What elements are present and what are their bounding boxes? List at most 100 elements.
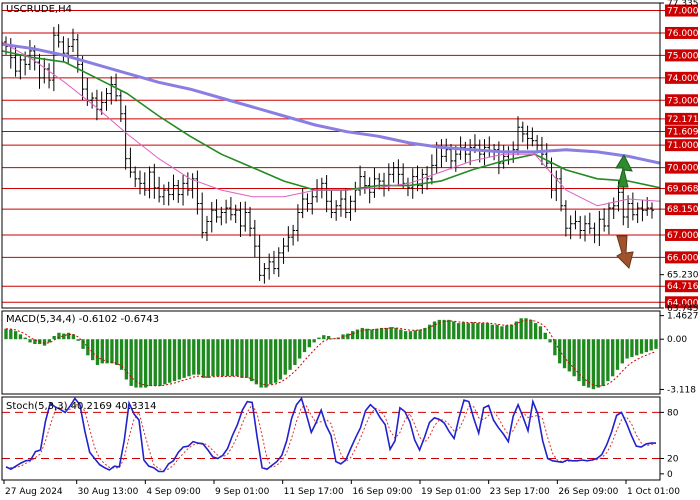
level-label-bg: [665, 112, 698, 125]
macd-bar: [346, 333, 350, 340]
macd-bar: [586, 339, 591, 388]
stoch-tick-label: 20: [667, 454, 679, 464]
price-tick-label: 65.230: [667, 271, 699, 281]
macd-bar: [52, 335, 56, 340]
macd-bar: [365, 328, 369, 340]
macd-bar: [245, 339, 249, 378]
macd-bar: [9, 329, 13, 340]
macd-bar: [370, 329, 374, 340]
macd-bar: [163, 339, 167, 385]
macd-bar: [225, 339, 230, 377]
macd-bar: [76, 339, 80, 341]
macd-bar: [635, 339, 639, 356]
candlesticks: [4, 24, 654, 284]
macd-bar: [466, 323, 470, 340]
macd-bar: [139, 339, 143, 388]
macd-bar: [625, 339, 629, 359]
macd-bar: [620, 339, 624, 364]
level-label: 75.000: [667, 51, 699, 61]
macd-bar: [100, 339, 104, 364]
macd-bar: [480, 323, 485, 340]
macd-bar: [23, 337, 27, 340]
macd-bar: [509, 324, 514, 340]
macd-bar: [153, 339, 157, 386]
macd-bar: [601, 339, 605, 386]
macd-bar: [57, 332, 61, 340]
macd-bar: [389, 327, 393, 340]
level-label: 64.716: [667, 282, 699, 292]
macd-panel-frame: [1, 310, 661, 395]
macd-bar: [302, 339, 307, 353]
x-tick-label: 27 Aug 2024: [5, 487, 63, 497]
macd-bar: [495, 324, 499, 340]
macd-bar: [172, 339, 177, 382]
macd-bar: [538, 326, 543, 340]
macd-bar: [124, 339, 129, 380]
stoch-tick-label: 0: [667, 470, 673, 480]
level-label: 69.068: [667, 185, 699, 195]
macd-bar: [639, 339, 644, 354]
macd-bar: [249, 339, 254, 382]
macd-bar: [62, 333, 66, 340]
macd-bar: [201, 339, 206, 378]
macd-panel-title: MACD(5,34,4) -0.6102 -0.6743: [6, 314, 159, 325]
macd-bar: [456, 323, 461, 340]
macd-bar: [399, 329, 403, 340]
level-label-bg: [665, 228, 698, 241]
macd-bar: [230, 339, 234, 377]
macd-bar: [81, 339, 85, 349]
macd-bar: [182, 339, 186, 378]
macd-bar: [543, 332, 547, 340]
macd-bar: [322, 335, 326, 340]
macd-bar: [630, 339, 634, 357]
level-label-bg: [665, 94, 698, 107]
macd-bar: [95, 339, 100, 365]
macd-bar: [326, 335, 331, 340]
macd-bar: [529, 319, 533, 340]
macd-bar: [254, 339, 259, 385]
macd-bar: [384, 327, 389, 340]
macd-bar: [485, 323, 490, 340]
x-tick-label: 1 Oct 01:00: [627, 487, 680, 497]
macd-bar: [278, 339, 283, 380]
level-label-bg: [665, 71, 698, 84]
macd-bar: [269, 339, 273, 385]
level-label-bg: [665, 139, 698, 152]
macd-bar: [452, 321, 456, 340]
macd-bar: [216, 339, 220, 377]
macd-bar: [119, 339, 124, 370]
macd-bar: [524, 318, 528, 340]
macd-bar: [168, 339, 172, 383]
level-label: 77.000: [667, 7, 699, 17]
up-arrow-icon: [615, 153, 633, 188]
ma-pink-line: [1, 41, 661, 207]
macd-bar: [360, 327, 364, 340]
macd-bar: [408, 331, 413, 340]
macd-bar: [115, 339, 119, 365]
macd-bar: [490, 324, 494, 340]
macd-bar: [403, 331, 408, 340]
macd-bar: [615, 339, 620, 370]
ma-purple-line: [1, 42, 661, 165]
level-label-bg: [665, 161, 698, 174]
macd-tick-label: 1.4627: [667, 312, 699, 322]
level-label-bg: [665, 125, 698, 138]
x-tick-label: 23 Sep 17:00: [490, 487, 550, 497]
macd-bar: [476, 323, 480, 340]
macd-bar: [394, 327, 398, 340]
macd-bar: [196, 339, 201, 375]
macd-tick-label: -3.118: [667, 385, 696, 395]
level-label-bg: [665, 203, 698, 216]
macd-bar: [562, 339, 567, 369]
macd-bar: [110, 339, 114, 364]
x-tick-label: 30 Aug 13:00: [78, 487, 139, 497]
macd-bar: [461, 322, 466, 340]
macd-bar: [610, 339, 615, 377]
macd-tick-label: 0.00: [667, 335, 687, 345]
macd-bar: [187, 339, 191, 377]
macd-bar: [331, 338, 336, 340]
level-label: 71.609: [667, 128, 699, 138]
level-label: 71.000: [667, 141, 699, 151]
level-label: 64.000: [667, 298, 699, 308]
macd-bar: [13, 331, 18, 340]
